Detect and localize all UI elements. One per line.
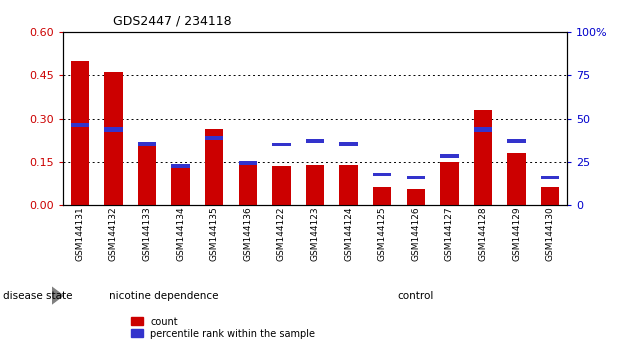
Bar xyxy=(71,123,89,127)
Bar xyxy=(71,61,89,205)
Bar xyxy=(171,164,190,168)
Bar xyxy=(272,166,290,205)
Bar xyxy=(440,154,459,158)
Bar xyxy=(104,127,123,132)
Bar xyxy=(306,139,324,143)
Bar xyxy=(239,161,257,165)
Bar xyxy=(373,187,391,205)
Text: disease state: disease state xyxy=(3,291,72,301)
Bar xyxy=(239,165,257,205)
Bar xyxy=(373,173,391,176)
Legend: count, percentile rank within the sample: count, percentile rank within the sample xyxy=(131,316,315,338)
Bar xyxy=(541,187,559,205)
Bar xyxy=(306,165,324,205)
Text: GDS2447 / 234118: GDS2447 / 234118 xyxy=(113,14,232,27)
Polygon shape xyxy=(52,287,63,304)
Bar xyxy=(205,136,224,140)
Bar xyxy=(474,127,492,132)
Bar xyxy=(138,144,156,205)
Bar xyxy=(541,176,559,179)
Bar xyxy=(340,142,358,146)
Bar xyxy=(171,166,190,205)
Bar xyxy=(406,176,425,179)
Text: nicotine dependence: nicotine dependence xyxy=(109,291,219,301)
Bar xyxy=(507,153,526,205)
Bar xyxy=(406,189,425,205)
Bar xyxy=(138,142,156,146)
Bar xyxy=(474,110,492,205)
Bar xyxy=(440,162,459,205)
Bar xyxy=(205,129,224,205)
Bar xyxy=(104,72,123,205)
Bar xyxy=(272,143,290,146)
Text: control: control xyxy=(398,291,434,301)
Bar xyxy=(507,139,526,143)
Bar xyxy=(340,165,358,205)
